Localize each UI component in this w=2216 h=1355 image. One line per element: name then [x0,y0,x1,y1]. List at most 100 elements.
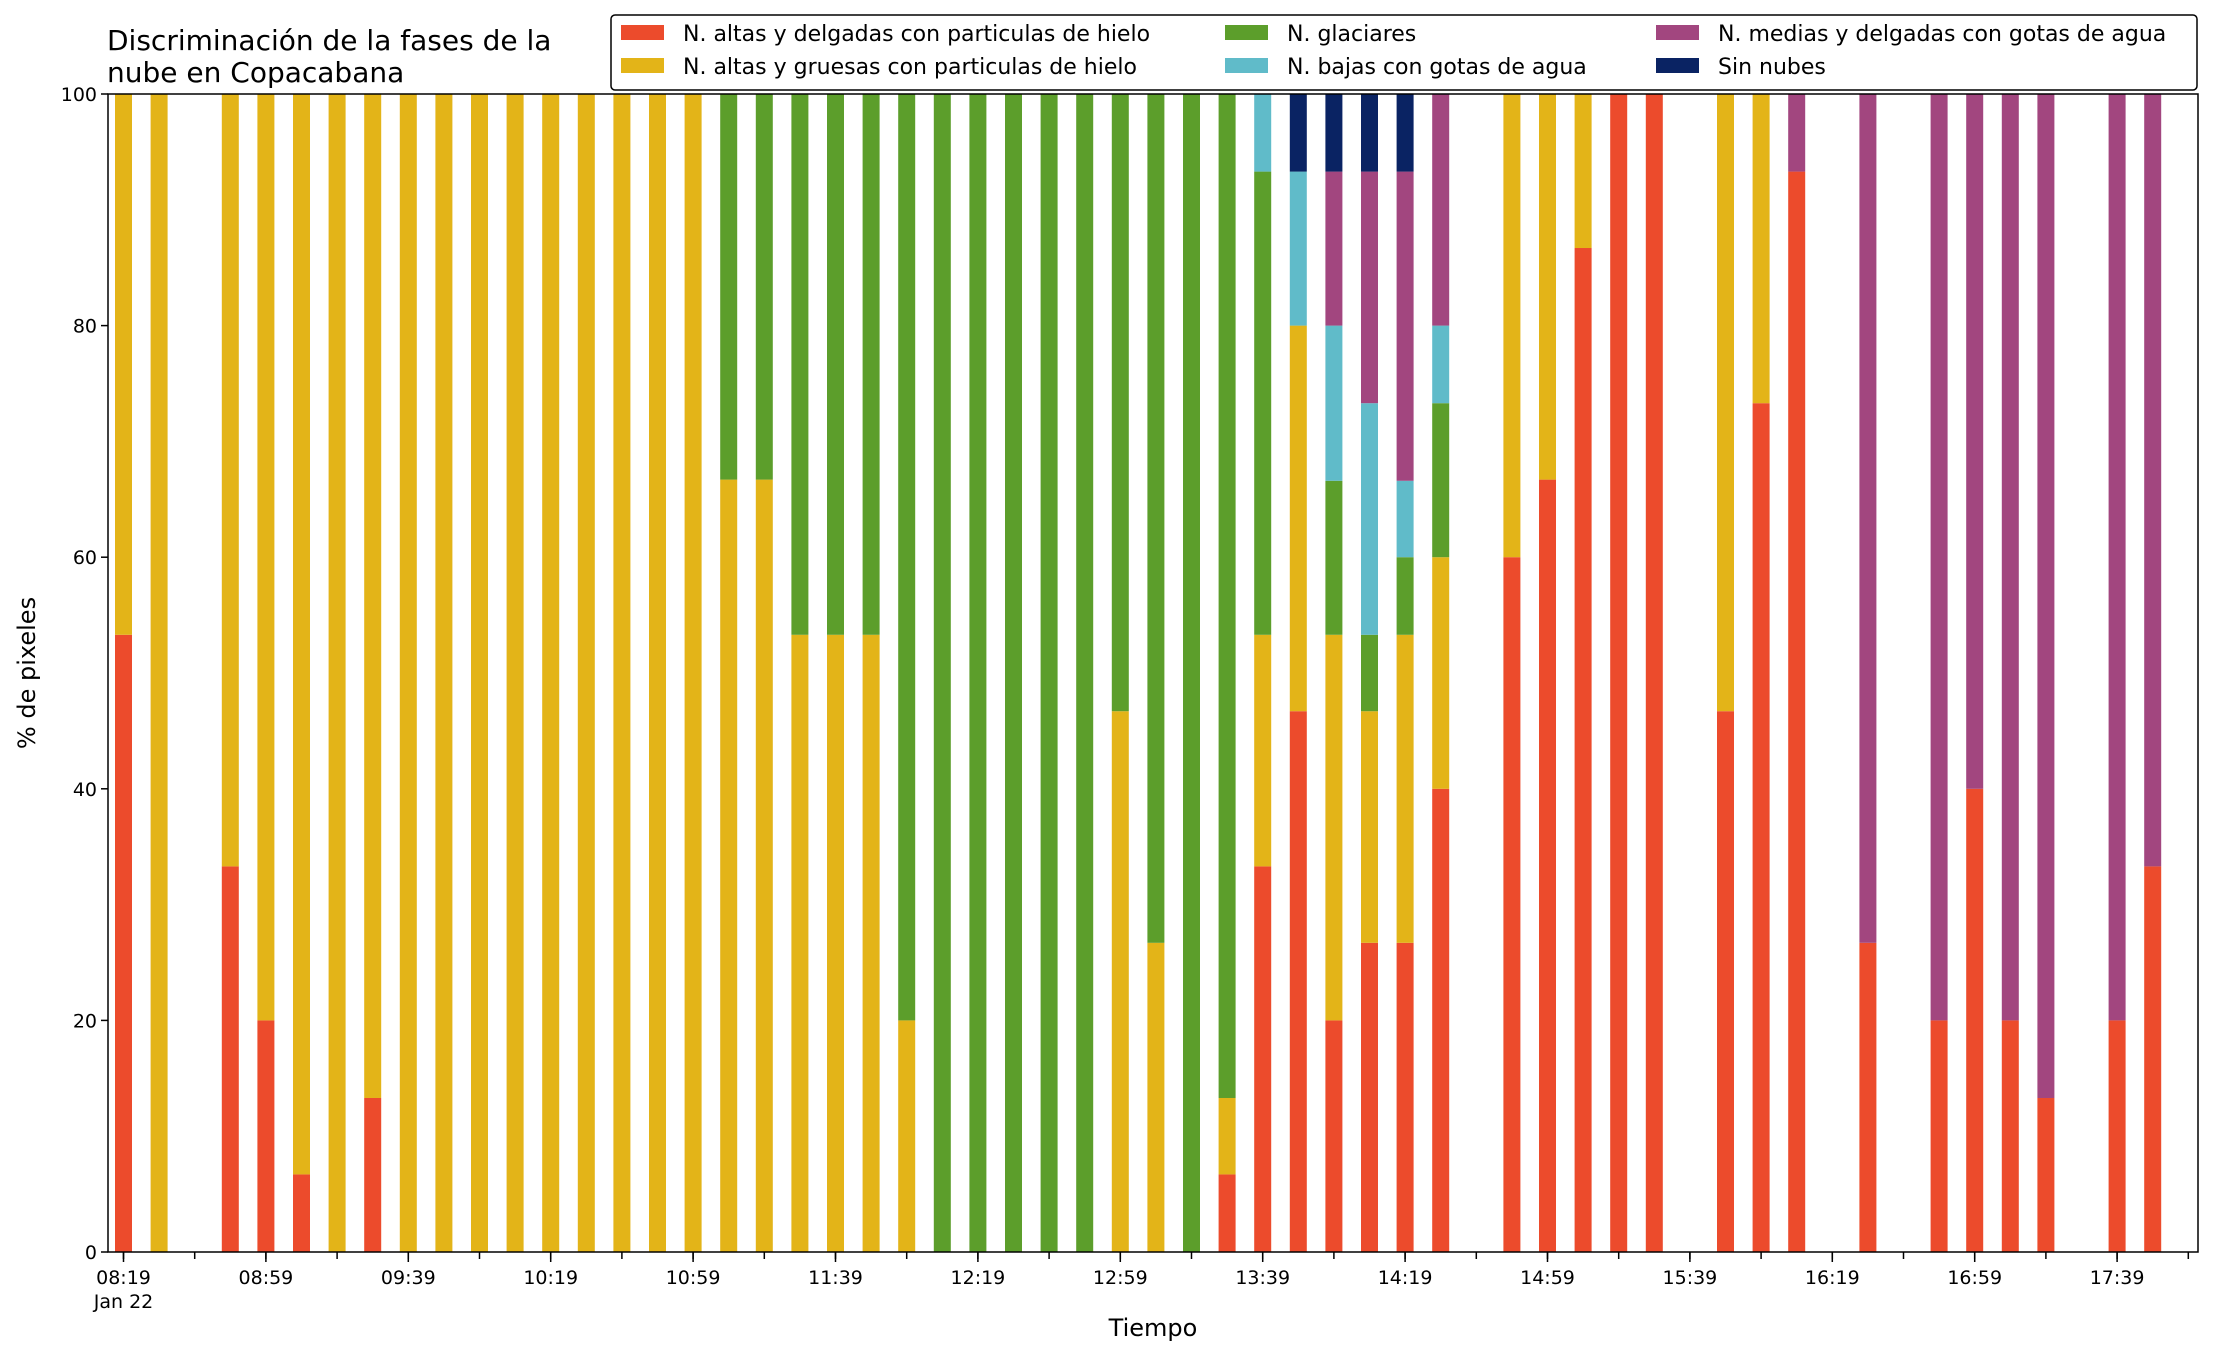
bar-segment [1396,557,1414,635]
bar-segment [221,866,239,1252]
bar-segment [1574,94,1592,249]
bar-segment [1752,403,1770,1252]
bar-segment [1610,94,1628,1252]
bar-segment [364,94,382,1098]
legend-box [610,14,2198,91]
y-axis-label: % de pixeles [13,597,41,749]
bar-segment [1325,94,1343,172]
bar-segment [1289,94,1307,172]
bar-segment [221,94,239,867]
bar-segment [1147,94,1165,943]
y-tick-label: 100 [61,84,97,106]
bar-segment [1752,94,1770,404]
bar-segment [1432,403,1450,558]
y-axis: 0 20 40 60 80 100 [61,84,108,1264]
bar-segment [1859,942,1877,1252]
x-tick-label: 11:39 [808,1267,863,1289]
bar-segment [1396,634,1414,943]
bar-segment [1218,1174,1236,1252]
bar-segment [2144,866,2162,1252]
bar-segment [293,1174,310,1252]
bar-segment [257,1020,275,1252]
bar-segment [1432,557,1450,789]
bar-segment [1218,1097,1236,1175]
bar-segment [1289,171,1307,326]
bar-segment [1503,557,1521,1252]
x-tick-label: 16:19 [1805,1267,1860,1289]
bar-segment [1432,788,1450,1252]
bar-segment [1539,479,1556,1252]
bar-segment [1254,171,1272,635]
bar-segment [898,1020,916,1252]
chart-title-line-1: Discriminación de la fases de la [107,24,551,57]
bar-segment [293,94,310,1175]
bar-segment [1325,325,1343,481]
bar-segment [1361,942,1378,1252]
y-tick-label: 0 [85,1242,97,1264]
bar-segment [2001,94,2019,1021]
bar-segment [2108,1020,2126,1252]
bar-segment [1325,480,1343,635]
bar-segment [1254,94,1272,172]
bar-segment [1966,94,1984,789]
bars-layer [115,94,2162,1253]
bar-segment [435,94,453,1252]
x-tick-label: 10:59 [666,1267,721,1289]
bar-segment [1325,171,1343,326]
bar-segment [115,94,132,635]
bar-segment [150,94,168,1252]
y-tick-label: 20 [73,1010,97,1032]
x-axis: 08:19 08:59 09:39 10:19 10:59 11:39 12:19 12:59… [93,1252,2190,1313]
bar-segment [649,94,666,1252]
bar-segment [898,94,916,1021]
x-tick-label: 16:59 [1947,1267,2002,1289]
bar-segment [1717,94,1734,712]
legend-swatch [1225,25,1268,40]
bar-segment [1361,634,1378,712]
bar-segment [1218,94,1236,1098]
bar-segment [1361,711,1378,943]
bar-segment [1788,171,1806,1253]
bar-segment [1040,94,1058,1252]
bar-segment [1645,94,1663,1252]
x-tick-label: 14:59 [1520,1267,1575,1289]
legend-label: N. altas y gruesas con particulas de hie… [683,55,1137,80]
chart-title-line-2: nube en Copacabana [107,56,404,89]
bar-segment [1361,171,1378,404]
bar-segment [1432,94,1450,326]
y-tick-label: 60 [73,547,97,569]
bar-segment [1930,94,1948,1021]
bar-segment [1254,866,1272,1252]
bar-segment [1325,1020,1343,1252]
bar-segment [1361,94,1378,172]
axes-frame [107,93,2199,1253]
bar-segment [862,94,880,635]
bar-segment [506,94,524,1252]
legend-swatch [621,58,664,73]
bar-segment [2001,1020,2019,1252]
bar-segment [827,634,844,1252]
legend-swatch [1656,25,1699,40]
legend-label: Sin nubes [1718,55,1826,80]
bar-segment [755,94,773,480]
bar-segment [1396,94,1414,172]
legend-swatch [1225,58,1268,73]
y-tick-label: 80 [73,316,97,338]
x-tick-label: 13:39 [1235,1267,1290,1289]
x-tick-label: 09:39 [381,1267,436,1289]
bar-segment [933,94,951,1252]
bar-segment [1788,94,1806,172]
bar-segment [1717,711,1734,1252]
bar-segment [115,634,132,1252]
bar-segment [328,94,346,1252]
legend-label: N. medias y delgadas con gotas de agua [1718,22,2166,47]
legend: N. altas y delgadas con particulas de hi… [610,14,2198,91]
x-tick-label: 12:59 [1093,1267,1148,1289]
bar-segment [1289,325,1307,712]
bar-segment [1432,325,1450,404]
bar-segment [1396,480,1414,558]
bar-segment [542,94,560,1252]
bar-segment [577,94,595,1252]
bar-segment [684,94,702,1252]
